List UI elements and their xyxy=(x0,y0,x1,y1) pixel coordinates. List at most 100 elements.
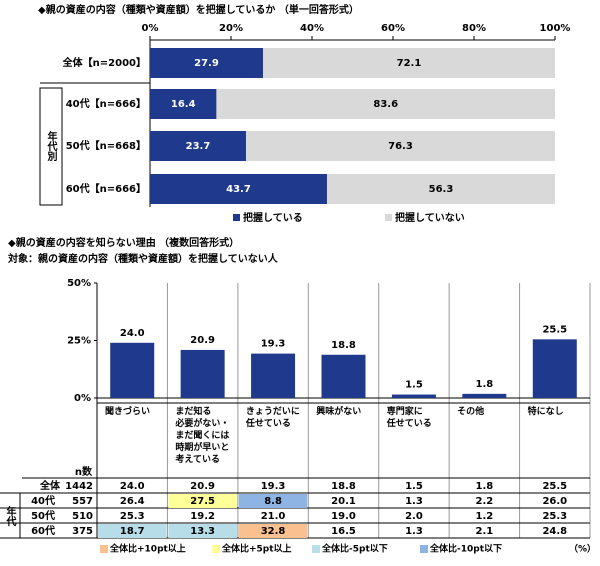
column-header: 興味がない xyxy=(316,407,362,417)
row-n: 1442 xyxy=(65,481,93,492)
bar-segment xyxy=(150,174,327,204)
bar-segment xyxy=(150,48,263,78)
table-cell: 24.8 xyxy=(542,526,567,537)
bar-segment xyxy=(262,48,555,78)
group-box xyxy=(39,87,63,206)
value-label: 24.0 xyxy=(120,328,145,339)
value-label: 76.3 xyxy=(388,141,413,152)
legend-label: 把握していない xyxy=(395,211,465,224)
x-tick-label: 60% xyxy=(381,23,405,34)
cell-highlight xyxy=(238,494,308,508)
bar xyxy=(110,342,155,398)
table-cell: 18.8 xyxy=(331,481,356,492)
category-label: 全体【n=2000】 xyxy=(62,56,146,69)
row-label: 60代 xyxy=(31,524,55,537)
value-label: 19.3 xyxy=(261,339,286,350)
table-cell: 13.3 xyxy=(190,526,215,537)
bar xyxy=(532,339,577,398)
cell-highlight xyxy=(168,494,237,508)
legend-label: 全体比-5pt以下 xyxy=(321,543,388,555)
category-label: 40代【n=666】 xyxy=(66,97,146,110)
table-cell: 25.3 xyxy=(120,511,145,522)
category-label: 50代【n=668】 xyxy=(66,139,146,152)
table-cell: 19.2 xyxy=(190,511,215,522)
table-cell: 27.5 xyxy=(190,496,215,507)
chart-title: ◆親の資産の内容を知らない理由 （複数回答形式） xyxy=(8,236,239,249)
table-cell: 1.3 xyxy=(405,496,423,507)
x-tick-label: 100% xyxy=(540,23,571,34)
cell-highlight xyxy=(168,524,237,538)
value-label: 18.8 xyxy=(331,340,356,351)
bar-segment xyxy=(150,131,246,161)
value-label: 23.7 xyxy=(186,141,211,152)
legend-swatch xyxy=(212,545,220,553)
value-label: 25.5 xyxy=(542,324,567,335)
column-header: 専門家に 任せている xyxy=(386,407,432,429)
row-n: 375 xyxy=(72,526,93,537)
table-cell: 8.8 xyxy=(264,496,282,507)
row-label: 50代 xyxy=(31,509,55,522)
table-cell: 1.2 xyxy=(475,511,493,522)
table-cell: 20.9 xyxy=(190,481,215,492)
table-cell: 19.3 xyxy=(261,481,286,492)
category-label: 60代【n=666】 xyxy=(66,182,146,195)
bar xyxy=(180,349,225,398)
bar-segment xyxy=(150,89,217,119)
table-cell: 32.8 xyxy=(261,526,286,537)
unit-label: （%） xyxy=(569,544,596,555)
y-tick-label: 25% xyxy=(67,336,91,347)
value-label: 20.9 xyxy=(190,335,215,346)
bar xyxy=(391,394,436,398)
bar xyxy=(462,393,507,398)
table-cell: 24.0 xyxy=(120,481,145,492)
cell-highlight xyxy=(238,524,308,538)
row-n: 510 xyxy=(72,511,93,522)
legend-label: 把握している xyxy=(243,211,303,224)
cell-highlight xyxy=(98,524,167,538)
table-cell: 2.2 xyxy=(475,496,493,507)
value-label: 83.6 xyxy=(373,99,398,110)
y-tick-label: 0% xyxy=(74,393,91,404)
table-cell: 25.3 xyxy=(542,511,567,522)
value-label: 56.3 xyxy=(429,184,454,195)
legend-label: 全体比+10pt以上 xyxy=(109,543,186,555)
table-cell: 2.0 xyxy=(405,511,423,522)
bar xyxy=(251,353,296,398)
legend-swatch xyxy=(420,545,428,553)
column-header: まだ知る 必要がない・ まだ聞くには 時期が早いと 考えている xyxy=(175,407,230,465)
table-cell: 1.3 xyxy=(405,526,423,537)
legend-swatch xyxy=(312,545,320,553)
bar-segment xyxy=(216,89,556,119)
table-cell: 26.0 xyxy=(542,496,567,507)
table-cell: 26.4 xyxy=(120,496,145,507)
column-header: 聞きづらい xyxy=(105,407,151,417)
table-cell: 25.5 xyxy=(542,481,567,492)
row-n: 557 xyxy=(72,496,93,507)
legend-swatch xyxy=(100,545,108,553)
table-cell: 19.0 xyxy=(331,511,356,522)
column-header: その他 xyxy=(457,407,485,417)
chart-title: ◆親の資産の内容（種類や資産額）を把握しているか （単一回答形式） xyxy=(38,3,359,16)
column-header: 特になし xyxy=(527,407,564,417)
table-cell: 1.5 xyxy=(405,481,423,492)
x-tick-label: 80% xyxy=(462,23,486,34)
table-cell: 16.5 xyxy=(331,526,356,537)
table-cell: 21.0 xyxy=(261,511,286,522)
legend-swatch xyxy=(385,214,392,221)
row-label: 全体 xyxy=(39,479,61,492)
value-label: 27.9 xyxy=(194,58,219,69)
row-label: 40代 xyxy=(31,494,55,507)
legend-label: 全体比-10pt以下 xyxy=(429,543,502,555)
bar xyxy=(321,354,366,398)
legend-swatch xyxy=(233,214,240,221)
table-cell: 18.7 xyxy=(120,526,145,537)
n-header: n数 xyxy=(75,465,93,478)
value-label: 1.8 xyxy=(475,379,493,390)
x-tick-label: 40% xyxy=(300,23,324,34)
group-label: 年代 xyxy=(4,505,17,527)
table-cell: 2.1 xyxy=(475,526,493,537)
table-cell: 1.8 xyxy=(475,481,493,492)
x-tick-label: 20% xyxy=(219,23,243,34)
